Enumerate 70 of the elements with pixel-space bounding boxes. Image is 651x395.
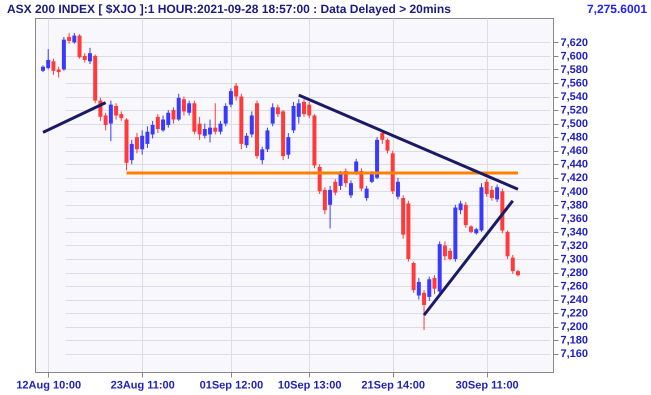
candlestick bbox=[416, 277, 421, 300]
candlestick bbox=[187, 100, 192, 116]
candlestick bbox=[286, 132, 290, 160]
candlestick bbox=[244, 132, 249, 148]
candlestick bbox=[260, 146, 264, 165]
candlestick bbox=[386, 138, 390, 154]
y-tick-label: 7,160 bbox=[560, 348, 588, 360]
y-tick-label: 7,360 bbox=[560, 212, 588, 225]
y-tick-label: 7,220 bbox=[560, 308, 588, 320]
candlestick bbox=[176, 93, 181, 122]
candlestick bbox=[108, 100, 113, 142]
y-tick-label: 7,520 bbox=[560, 104, 588, 117]
candlestick bbox=[380, 130, 384, 144]
x-tick-label: 21Sep 14:00 bbox=[361, 380, 426, 392]
candlestick bbox=[354, 158, 358, 176]
y-tick-label: 7,500 bbox=[560, 118, 588, 130]
y-tick-label: 7,440 bbox=[560, 158, 588, 171]
candlestick bbox=[171, 106, 176, 124]
y-tick-label: 7,380 bbox=[560, 199, 588, 212]
y-tick-label: 7,620 bbox=[560, 36, 588, 49]
candlestick bbox=[464, 202, 468, 228]
x-tick-label: 10Sep 13:00 bbox=[278, 380, 342, 392]
candlestick bbox=[224, 102, 228, 127]
y-tick-label: 7,280 bbox=[560, 267, 588, 279]
x-tick-label: 30Sep 11:00 bbox=[456, 380, 519, 392]
y-tick-label: 7,300 bbox=[560, 253, 588, 266]
candlestick bbox=[72, 32, 76, 44]
candlestick bbox=[510, 254, 515, 274]
candlestick bbox=[88, 47, 92, 65]
y-tick-label: 7,200 bbox=[560, 321, 588, 334]
candlestick bbox=[156, 114, 160, 134]
candlestick bbox=[364, 185, 369, 202]
y-tick-label: 7,560 bbox=[560, 77, 588, 90]
y-tick-label: 7,600 bbox=[560, 50, 588, 62]
candlestick bbox=[270, 102, 275, 127]
candlestick bbox=[333, 178, 338, 196]
candlestick bbox=[495, 184, 500, 203]
y-tick-label: 7,240 bbox=[560, 294, 588, 306]
chart-title: ASX 200 INDEX [ $XJO ]:1 HOUR:2021-09-28 18:57:00 : Data Delayed > 20mins bbox=[7, 2, 452, 16]
y-tick-label: 7,320 bbox=[560, 240, 588, 252]
x-tick-label: 01Sep 12:00 bbox=[200, 380, 264, 392]
y-tick-label: 7,180 bbox=[560, 334, 588, 347]
y-tick-label: 7,460 bbox=[560, 145, 588, 158]
candlestick bbox=[130, 139, 134, 165]
x-tick-label: 12Aug 10:00 bbox=[16, 380, 82, 392]
candlestick bbox=[348, 180, 353, 199]
y-tick-label: 7,580 bbox=[560, 64, 588, 76]
candlestick bbox=[182, 96, 186, 116]
y-tick-label: 7,400 bbox=[560, 186, 588, 198]
candlestick bbox=[250, 110, 254, 138]
candlestick bbox=[396, 177, 400, 200]
y-tick-label: 7,340 bbox=[560, 226, 588, 238]
candlestick bbox=[338, 170, 343, 190]
y-tick-label: 7,540 bbox=[560, 91, 588, 104]
candlestick bbox=[213, 102, 218, 135]
candlestick bbox=[328, 185, 332, 230]
candlestick bbox=[234, 82, 238, 102]
text: 7,275.6001 bbox=[586, 2, 648, 16]
y-tick-label: 7,480 bbox=[560, 132, 588, 144]
y-tick-label: 7,420 bbox=[560, 172, 588, 184]
candlestick bbox=[422, 290, 426, 331]
candlestick bbox=[218, 120, 222, 135]
candlestick bbox=[67, 32, 72, 44]
candlestick bbox=[427, 276, 432, 302]
candlestick bbox=[228, 88, 233, 108]
y-tick-label: 7,260 bbox=[560, 280, 588, 293]
x-tick-label: 23Aug 11:00 bbox=[110, 380, 175, 392]
candlestick bbox=[265, 127, 270, 153]
candlestick bbox=[432, 274, 436, 295]
candlestick bbox=[134, 132, 139, 154]
